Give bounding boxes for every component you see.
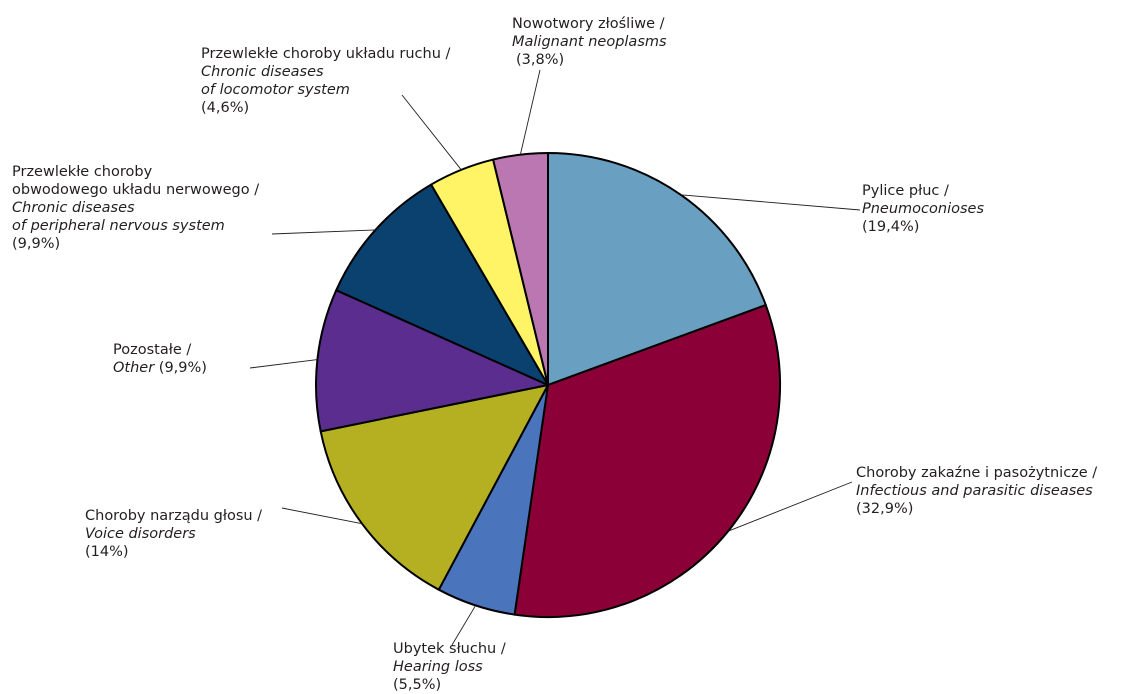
label-pneumoconioses-pl: Pylice płuc /	[862, 183, 949, 199]
label-neoplasms-pl: Nowotwory złośliwe /	[512, 16, 665, 32]
label-nervous-pl-1: Przewlekłe choroby	[12, 164, 153, 180]
label-nervous-pl-2: obwodowego układu nerwowego /	[12, 182, 260, 198]
label-infectious-en: Infectious and parasitic diseases	[856, 483, 1093, 499]
label-locomotor-pct: (4,6%)	[201, 100, 250, 116]
label-other-pct: (9,9%)	[158, 360, 207, 376]
label-hearing-pct: (5,5%)	[393, 677, 442, 693]
pie-slice-nervous	[335, 183, 549, 386]
label-voice-pl: Choroby narządu głosu /	[85, 508, 263, 524]
label-other-line2: Other (9,9%)	[113, 359, 207, 377]
pie-slice-other	[315, 289, 549, 433]
leader-line-other	[249, 359, 318, 369]
leader-line-locomotor	[401, 94, 462, 171]
label-other-en: Other	[113, 360, 155, 376]
leader-line-infectious	[727, 481, 853, 532]
label-neoplasms-pct: (3,8%)	[516, 52, 565, 68]
pie-slice-neoplasms	[492, 152, 549, 386]
label-voice: Choroby narządu głosu / Voice disorders …	[85, 507, 262, 561]
label-nervous-pct: (9,9%)	[12, 236, 61, 252]
label-nervous-en-1: Chronic diseases	[12, 200, 135, 216]
label-nervous-en-2: of peripheral nervous system	[12, 218, 225, 234]
label-hearing-pl: Ubytek słuchu /	[393, 641, 506, 657]
label-locomotor-en-2: of locomotor system	[201, 82, 350, 98]
label-hearing-en: Hearing loss	[393, 659, 483, 675]
label-other: Pozostałe / Other (9,9%)	[113, 341, 207, 377]
label-pneumoconioses: Pylice płuc / Pneumoconioses (19,4%)	[862, 182, 984, 236]
label-locomotor-pl: Przewlekłe choroby układu ruchu /	[201, 46, 451, 62]
label-locomotor-en-1: Chronic diseases	[201, 64, 324, 80]
leader-lines	[249, 69, 861, 646]
label-hearing: Ubytek słuchu / Hearing loss (5,5%)	[393, 640, 506, 694]
leader-line-voice	[281, 507, 363, 525]
label-neoplasms-en: Malignant neoplasms	[512, 34, 667, 50]
pie-slice-voice	[319, 384, 549, 591]
label-locomotor: Przewlekłe choroby układu ruchu / Chroni…	[201, 45, 450, 117]
pie-slice-pneumoconioses	[547, 152, 767, 386]
label-infectious-pl: Choroby zakaźne i pasożytnicze /	[856, 465, 1098, 481]
label-pneumoconioses-pct: (19,4%)	[862, 219, 920, 235]
label-pneumoconioses-en: Pneumoconioses	[862, 201, 985, 217]
leader-line-neoplasms	[519, 69, 541, 155]
leader-line-hearing	[451, 605, 477, 646]
label-infectious: Choroby zakaźne i pasożytnicze / Infecti…	[856, 464, 1097, 518]
label-voice-pct: (14%)	[85, 544, 129, 560]
leader-line-nervous	[271, 229, 376, 235]
label-other-pl: Pozostałe /	[113, 342, 192, 358]
label-infectious-pct: (32,9%)	[856, 501, 914, 517]
leader-line-pneumoconioses	[680, 194, 861, 211]
label-voice-en: Voice disorders	[85, 526, 196, 542]
label-nervous: Przewlekłe choroby obwodowego układu ner…	[12, 163, 259, 253]
pie-slice-infectious	[513, 304, 781, 618]
pie-slices	[315, 152, 781, 618]
label-neoplasms: Nowotwory złośliwe / Malignant neoplasms…	[512, 15, 667, 69]
